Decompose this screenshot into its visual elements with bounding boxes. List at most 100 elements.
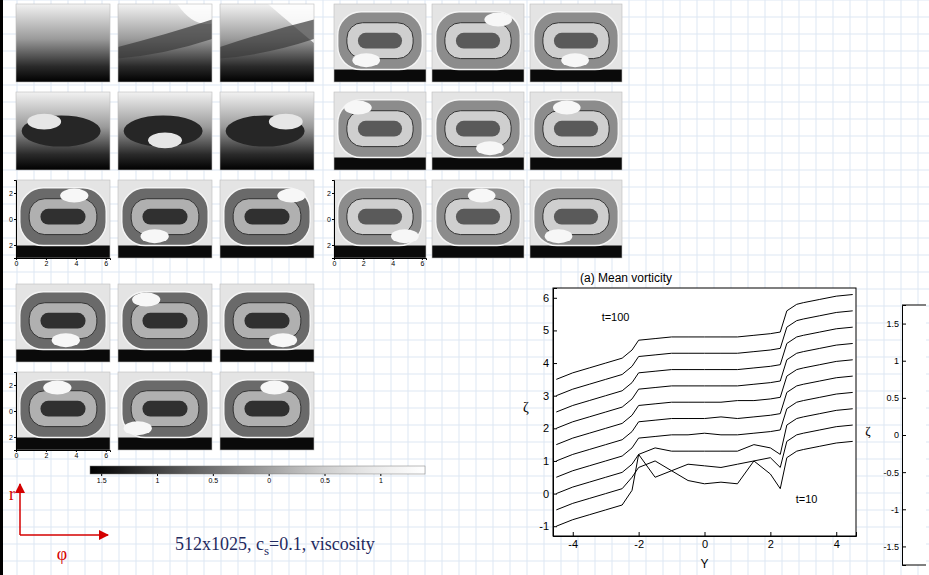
field	[220, 350, 314, 362]
field	[29, 391, 97, 427]
field	[530, 92, 622, 170]
field	[141, 229, 169, 243]
field	[220, 284, 314, 362]
field	[338, 12, 423, 70]
tick-label: 0	[9, 216, 13, 223]
snapshot-frame	[530, 92, 622, 170]
tick-label: 2	[9, 242, 13, 249]
axis: -4-2024	[554, 532, 857, 550]
field	[553, 101, 581, 115]
tick-mark	[213, 474, 214, 476]
field	[344, 101, 372, 115]
snapshot-frame	[334, 180, 426, 258]
snapshot-frame	[432, 4, 524, 82]
tick: 2	[362, 258, 366, 267]
axis-line	[91, 475, 426, 477]
annotation: t=100	[602, 311, 630, 323]
field	[118, 350, 212, 362]
field	[334, 4, 426, 82]
grid-line	[884, 0, 885, 575]
snapshot-image	[118, 284, 212, 362]
field	[530, 246, 622, 258]
snapshot-image	[16, 4, 110, 82]
snapshot-image	[220, 180, 314, 258]
tick: 2	[9, 382, 16, 389]
tick: 2	[327, 190, 334, 197]
snapshot-image	[334, 180, 426, 258]
field	[220, 246, 314, 258]
tick: 0	[9, 408, 16, 415]
field	[220, 372, 314, 450]
tick-label: 0	[9, 408, 13, 415]
background	[0, 0, 929, 575]
tick-label: 1.5	[97, 477, 107, 484]
snapshot-frame	[220, 284, 314, 362]
tick-mark	[14, 193, 16, 194]
plot-background	[553, 288, 856, 536]
field	[432, 246, 524, 258]
snapshot-image	[16, 92, 110, 170]
axis-line	[14, 181, 17, 259]
field	[347, 111, 413, 147]
tick-mark	[157, 474, 158, 476]
tick: 2	[327, 242, 334, 249]
snapshot	[220, 180, 314, 258]
field	[269, 333, 297, 347]
snapshot-frame	[16, 180, 110, 258]
field	[545, 229, 573, 243]
tick: -0.5	[883, 468, 906, 478]
tick: 2	[44, 450, 48, 459]
snapshot-image	[334, 4, 426, 82]
tick: 6	[104, 450, 108, 459]
field	[436, 188, 521, 246]
tick-mark	[573, 532, 574, 536]
grid-line	[391, 0, 392, 575]
tick-mark	[553, 396, 557, 397]
axis-line	[14, 373, 17, 451]
tick-label: 2	[9, 190, 13, 197]
colorbar	[90, 466, 425, 474]
tick-label: 2	[543, 422, 549, 434]
series-line	[556, 376, 852, 461]
axis: -1.5-1-0.500.511.5	[883, 306, 906, 566]
field	[334, 92, 426, 170]
caption-part: 512x1025, c	[175, 534, 264, 554]
field	[142, 401, 187, 417]
series-line	[556, 311, 852, 396]
tick: 4	[391, 258, 395, 267]
field	[543, 111, 609, 147]
tick: 0	[702, 532, 708, 550]
field	[20, 188, 106, 246]
field	[124, 421, 152, 435]
grid-line	[374, 0, 375, 575]
field	[530, 158, 622, 170]
tick-label: 0	[702, 538, 708, 550]
tick-label: 4	[74, 452, 78, 459]
grid-line	[357, 0, 358, 575]
snapshot-image	[530, 92, 622, 170]
snapshot	[432, 92, 524, 170]
snapshot-frame	[220, 180, 314, 258]
grid-line	[340, 0, 341, 575]
snapshot-image	[432, 180, 524, 258]
field	[432, 180, 524, 258]
tick: 2	[768, 532, 774, 550]
field	[131, 391, 199, 427]
tick-label: 4	[834, 538, 840, 550]
tick: -1	[539, 520, 557, 532]
tick-label: 4	[74, 260, 78, 267]
tick: 4	[834, 532, 840, 550]
axis: 0246	[333, 258, 427, 267]
snapshot-frame	[118, 4, 212, 82]
snapshot-image	[16, 180, 110, 258]
field	[118, 180, 212, 258]
snapshot: 0246202	[9, 372, 110, 459]
snapshot	[220, 92, 314, 170]
field	[16, 350, 110, 362]
field	[40, 209, 85, 225]
grid-line	[0, 272, 929, 273]
field	[338, 188, 423, 246]
snapshot	[220, 4, 314, 82]
field	[118, 4, 212, 82]
field	[456, 121, 500, 137]
